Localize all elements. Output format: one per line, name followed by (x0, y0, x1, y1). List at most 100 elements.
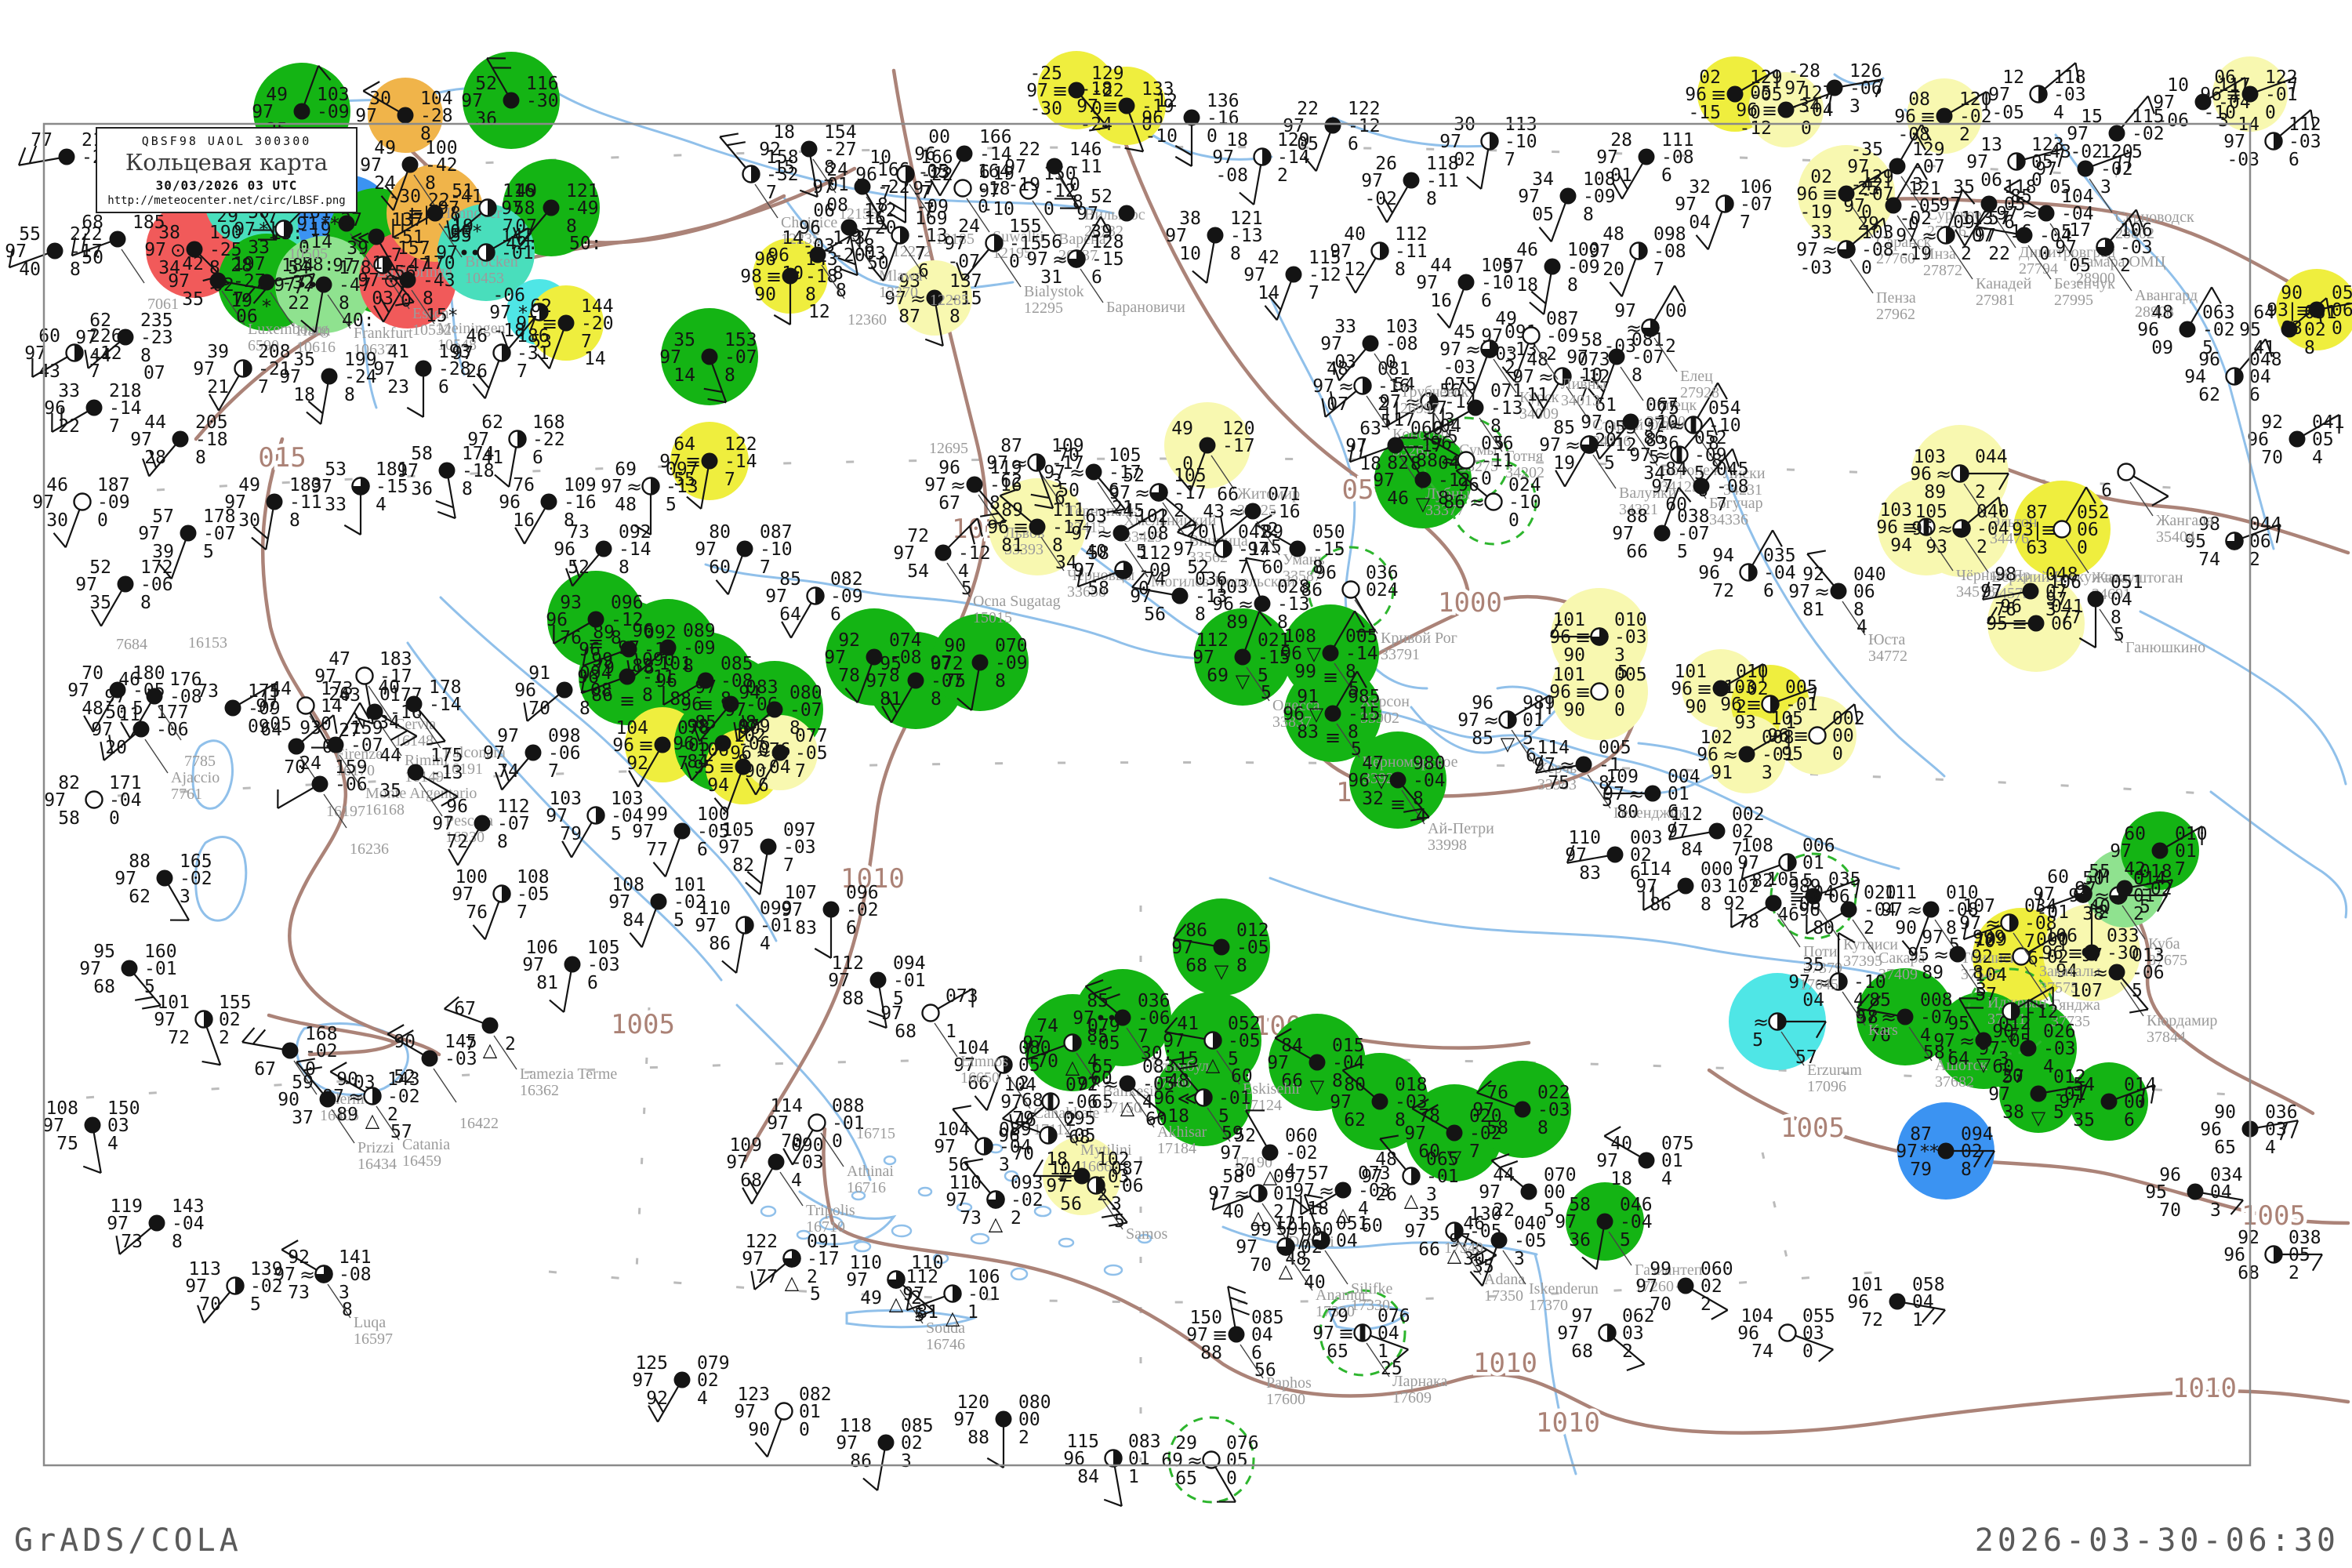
station-id: 12270 (879, 284, 918, 301)
station-dot (891, 226, 909, 245)
value-bottom-left: 76 (466, 902, 488, 923)
station-dot (1199, 437, 1216, 454)
station-id: 12360 (848, 311, 887, 328)
value-bottom-left: -18 (492, 321, 525, 341)
weather-symbol: ≡| (408, 203, 430, 225)
station-dot (85, 399, 103, 416)
weather-symbol-below: ▽ (1416, 493, 1431, 515)
value-top-left: 16 (372, 253, 394, 274)
value-top-left: 44 (270, 679, 292, 699)
station-dot (1937, 1142, 1955, 1160)
value-mid-left: 97 (332, 256, 354, 276)
isobar-label: 1010 (2172, 1373, 2237, 1404)
station-id: 37682 (1935, 1073, 1974, 1091)
weather-symbol-below: ▽ (1236, 670, 1250, 692)
value-bottom-left: 66 (1626, 542, 1648, 562)
wind-barb-feather (197, 1305, 205, 1323)
station-dot (2077, 160, 2094, 177)
value-below-1: 7 (1504, 150, 1515, 170)
wind-barb-feather (1818, 1348, 1834, 1363)
wind-barb-feather (446, 220, 452, 240)
station-name: Akhisar (1157, 1123, 1207, 1141)
value-mid-left: 96 (681, 695, 702, 715)
wind-barb-feather (887, 696, 898, 714)
forecast-dashed-circle (1167, 1416, 1255, 1504)
station-dot (1559, 187, 1577, 205)
value-tendency: -06 (335, 775, 368, 795)
coastline-path (1331, 116, 1491, 148)
station-dot (508, 430, 527, 448)
weather-symbol: ≡ (542, 313, 557, 335)
value-bottom-left: 27 (339, 720, 361, 741)
station-id-label: 10505 (289, 245, 328, 263)
value-mid-left: 97 (461, 91, 483, 111)
wind-barb-feather (241, 286, 256, 303)
value-below-1: 0 (1385, 352, 1396, 372)
value-bottom-left: -34 (1788, 96, 1820, 117)
wind-barb-feather (1806, 550, 1826, 555)
station-dot (109, 230, 126, 248)
value-below-1: 8 (339, 293, 350, 314)
wind-barb-feather (1674, 285, 1685, 303)
value-below-1: 7 (258, 377, 269, 397)
value-bottom-left: 62 (2198, 385, 2220, 405)
value-below-1: 8 (1395, 260, 1406, 280)
value-below-2: 0 (401, 291, 412, 311)
value-below-1: 8 (611, 628, 622, 648)
weather-symbol: •• (296, 274, 318, 296)
wind-barb-feather (974, 1095, 988, 1111)
value-bottom-left: 41 (2253, 338, 2275, 358)
value-top-left: 62 (481, 412, 503, 433)
value-tendency: -12 (89, 343, 122, 364)
station-dot (1046, 158, 1063, 175)
value-below-1: 4 (1285, 1161, 1296, 1181)
value-mid-left: 97 (67, 681, 89, 701)
value-mid-left: 97 (5, 241, 27, 262)
wind-barb-feather (684, 762, 693, 781)
station-dot (806, 586, 825, 605)
station-name: Трубчевск (1400, 383, 1468, 401)
weather-symbol: ⊙ (170, 239, 186, 261)
map-source-url[interactable]: http://meteocenter.net/circ/LBSF.png (107, 194, 346, 207)
wind-barb-feather (2078, 637, 2096, 648)
value-below-1: 5 (203, 542, 214, 562)
station-name: Prizzi (358, 1139, 394, 1156)
station-id: 10453 (465, 270, 504, 287)
value-top-left: 35 (673, 330, 695, 350)
isobar-label: 1010 (840, 863, 905, 895)
station-id-label: 12695 (929, 440, 968, 457)
value-top-left: 102 (733, 726, 766, 746)
value-below-1: 7 (766, 183, 777, 203)
value-mid-left: 96 (577, 667, 599, 688)
station-dot (943, 1284, 962, 1303)
value-mid-left: 97 (501, 198, 523, 219)
value-top-left: -06 (492, 285, 525, 306)
station-dot (319, 1091, 336, 1108)
isobar-label: 1010 (1473, 1348, 1537, 1379)
value-top-left: 46 (118, 670, 140, 690)
value-mid-left: 97 (489, 303, 511, 323)
wind-barb-feather (628, 770, 639, 788)
value-bottom-left: 37 (292, 1108, 314, 1128)
value-below-2: 5 (1261, 683, 1272, 703)
value-bottom-left: 83 (1579, 863, 1601, 884)
station-id: 16405 (320, 1107, 359, 1124)
value-top-left: 28 (230, 256, 252, 276)
value-below-1: 4 (1661, 1169, 1672, 1189)
station-dot (620, 641, 637, 658)
value-below-1: 2 (1546, 344, 1557, 365)
wind-barb-feather (201, 1060, 221, 1066)
value-tendency: -31 (517, 343, 550, 364)
latlon-gridline (635, 1007, 651, 1271)
value-below-1: 8 (462, 479, 473, 499)
value-below-2: 6 (918, 261, 929, 281)
wind-barb-feather (83, 715, 94, 733)
